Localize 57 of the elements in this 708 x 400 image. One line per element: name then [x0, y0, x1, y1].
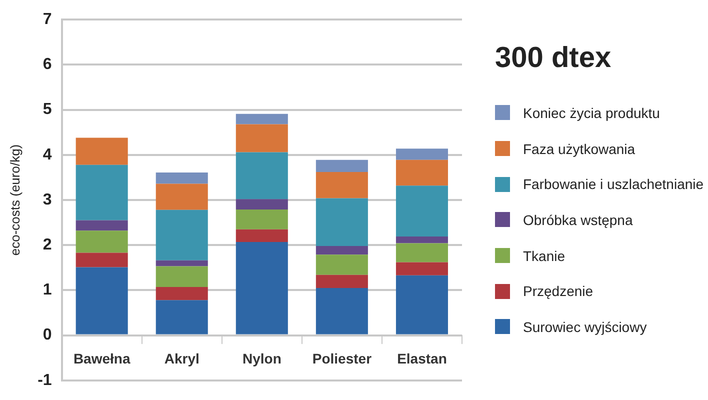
- x-tick-label: Poliester: [312, 350, 372, 367]
- bar: [76, 138, 128, 165]
- bar: [396, 275, 448, 334]
- legend-label: Koniec życia produktu: [523, 104, 660, 121]
- bar: [316, 274, 368, 288]
- legend-label: Obróbka wstępna: [523, 212, 633, 228]
- bar: [76, 220, 128, 231]
- bar: [316, 288, 368, 334]
- legend-label: Tkanie: [523, 248, 566, 264]
- bar: [316, 172, 368, 198]
- bar: [396, 148, 448, 160]
- y-tick-label: 0: [42, 326, 52, 344]
- bar: [156, 266, 208, 288]
- x-tick-label: Akryl: [164, 350, 200, 367]
- bar: [236, 199, 288, 210]
- x-tick-label: Nylon: [242, 350, 282, 367]
- legend-label: Farbowanie i uszlachetnianie: [523, 176, 704, 192]
- bar: [236, 152, 288, 200]
- bar: [76, 164, 128, 220]
- y-tick-label: 1: [42, 282, 52, 299]
- bar: [156, 172, 208, 184]
- y-tick-label: 3: [42, 191, 52, 208]
- bar: [76, 267, 128, 334]
- bar: [316, 254, 368, 275]
- x-tick-label: Bawełna: [73, 350, 130, 367]
- bar: [236, 229, 288, 242]
- y-axis-title: eco-costs (euro/kg): [7, 144, 22, 256]
- bar: [236, 114, 288, 124]
- x-tick-label: Elastan: [397, 350, 447, 367]
- y-tick-label: 2: [42, 236, 52, 254]
- bar: [316, 246, 368, 255]
- bar: [156, 210, 208, 260]
- legend-title: 300 dtex: [495, 42, 612, 75]
- bar: [156, 260, 208, 266]
- bar: [316, 160, 368, 172]
- bar: [316, 198, 368, 246]
- bar: [156, 184, 208, 210]
- bar: [236, 242, 288, 334]
- y-tick-label: -1: [38, 372, 52, 389]
- y-tick-label: 4: [42, 146, 52, 164]
- bar: [236, 124, 288, 152]
- bar: [396, 186, 448, 237]
- y-tick-label: 5: [42, 101, 52, 118]
- bar: [396, 236, 448, 244]
- bar: [396, 243, 448, 262]
- bar: [236, 209, 288, 230]
- bar: [396, 160, 448, 186]
- bar: [76, 252, 128, 268]
- bar: [156, 300, 208, 334]
- legend-label: Surowiec wyjściowy: [523, 318, 647, 335]
- y-tick-label: 6: [42, 56, 52, 74]
- y-tick-label: 7: [42, 11, 52, 28]
- bar: [396, 262, 448, 276]
- bar: [156, 287, 208, 300]
- legend-label: Przędzenie: [523, 283, 594, 300]
- bar: [76, 230, 128, 253]
- legend-label: Faza użytkowania: [523, 140, 636, 157]
